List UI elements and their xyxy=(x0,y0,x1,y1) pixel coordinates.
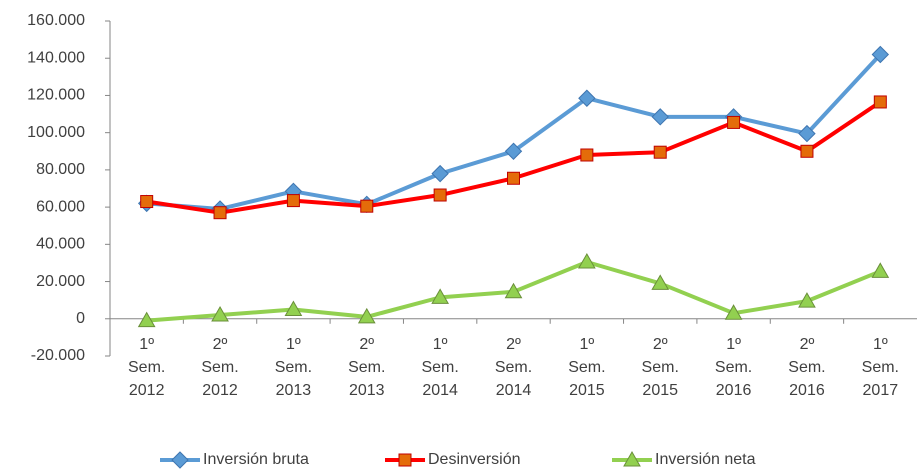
y-tick-label: 60.000 xyxy=(36,198,85,215)
marker xyxy=(580,148,594,162)
x-tick-label: 1º Sem. 2013 xyxy=(274,336,313,399)
marker xyxy=(798,124,816,143)
y-tick-label: 160.000 xyxy=(27,12,85,29)
marker xyxy=(360,199,374,213)
marker xyxy=(653,145,667,159)
marker xyxy=(507,171,520,185)
y-tick-label: 100.000 xyxy=(27,124,85,141)
x-tick-label: 1º Sem. 2017 xyxy=(861,336,899,399)
marker xyxy=(137,311,156,328)
x-tick-label: 2º Sem. 2012 xyxy=(201,336,239,399)
marker xyxy=(286,194,300,208)
marker xyxy=(651,108,669,126)
x-tick-label: 2º Sem. 2016 xyxy=(788,336,826,399)
y-tick-label: 40.000 xyxy=(36,236,85,253)
x-tick-label: 1º Sem. 2015 xyxy=(568,336,606,399)
y-tick-label: 140.000 xyxy=(27,49,85,66)
y-tick-label: 20.000 xyxy=(36,273,85,290)
marker xyxy=(504,282,523,299)
marker xyxy=(623,450,641,467)
x-tick-label: 1º Sem. 2012 xyxy=(128,336,166,399)
y-tick-label: -20.000 xyxy=(31,347,85,364)
legend-label: Desinversión xyxy=(428,451,520,468)
marker xyxy=(433,188,447,202)
marker xyxy=(724,304,743,320)
marker xyxy=(357,307,376,324)
x-tick-label: 2º Sem. 2013 xyxy=(348,336,386,399)
marker xyxy=(800,144,814,158)
marker xyxy=(873,95,887,109)
marker xyxy=(871,262,890,278)
x-tick-label: 1º Sem. 2016 xyxy=(714,336,753,399)
marker xyxy=(431,164,449,183)
legend-label: Inversión neta xyxy=(655,451,756,468)
y-tick-label: 0 xyxy=(76,310,85,327)
x-tick-label: 1º Sem. 2014 xyxy=(421,336,459,399)
marker xyxy=(798,292,816,308)
marker xyxy=(578,253,596,269)
y-tick-label: 120.000 xyxy=(27,87,85,104)
marker xyxy=(211,306,229,322)
marker xyxy=(651,274,670,290)
marker xyxy=(727,115,741,129)
marker xyxy=(171,451,189,469)
marker xyxy=(213,206,227,220)
marker xyxy=(431,288,449,304)
marker xyxy=(398,453,412,467)
x-tick-label: 2º Sem. 2015 xyxy=(641,336,679,399)
series-line xyxy=(146,53,882,211)
y-tick-label: 80.000 xyxy=(36,161,85,178)
marker xyxy=(871,45,890,64)
marker xyxy=(578,89,596,107)
legend-label: Inversión bruta xyxy=(203,451,309,468)
marker xyxy=(504,142,523,160)
marker xyxy=(284,300,303,316)
marker xyxy=(140,195,154,209)
x-tick-label: 2º Sem. 2014 xyxy=(494,336,533,399)
